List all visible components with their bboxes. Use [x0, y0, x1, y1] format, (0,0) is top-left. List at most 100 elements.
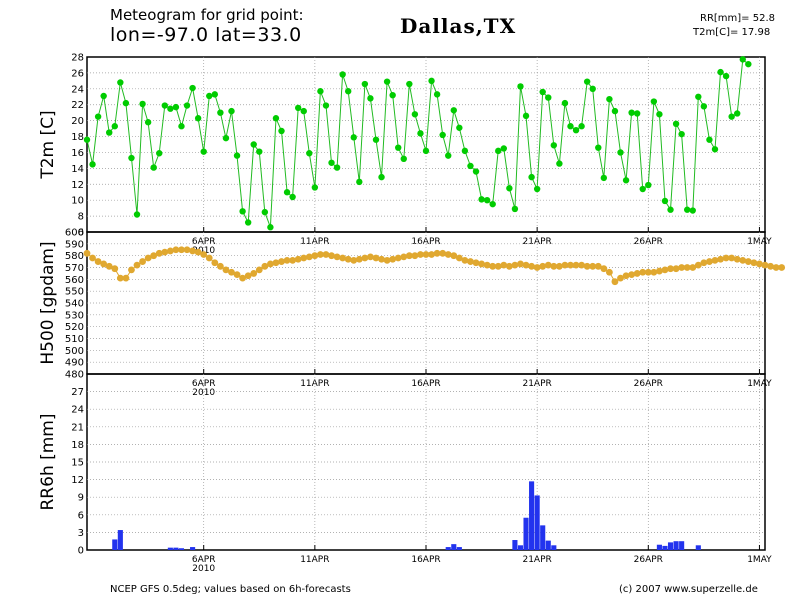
t2m-point [639, 185, 646, 193]
h500-point [505, 262, 513, 270]
h500-point [544, 261, 552, 269]
rr6h-y-tick-label: 27 [71, 387, 84, 398]
t2m-point [372, 136, 380, 143]
t2m-y-tick-label: 18 [71, 132, 84, 143]
h500-point [778, 264, 786, 271]
t2m-point [656, 111, 663, 118]
t2m-point [745, 60, 752, 68]
t2m-point [528, 173, 535, 181]
t2m-y-tick-label: 20 [71, 116, 84, 127]
h500-point [400, 253, 408, 261]
h500-point [350, 257, 358, 264]
t2m-point [500, 145, 508, 152]
h500-point [733, 255, 741, 263]
h500-point [278, 258, 285, 265]
rr6h-bar [117, 530, 123, 550]
t2m-point [589, 85, 596, 93]
t2m-y-tick-label: 22 [71, 100, 84, 111]
h500-point [89, 254, 96, 262]
t2m-point [667, 206, 674, 213]
t2m-point [250, 141, 257, 148]
rr6h-bar [167, 547, 173, 550]
h500-y-tick-label: 560 [65, 275, 84, 286]
h500-point [261, 262, 269, 270]
t2m-point [600, 174, 608, 182]
h500-point [394, 254, 402, 262]
t2m-point [278, 127, 285, 135]
t2m-point [717, 68, 724, 76]
h500-point [189, 247, 196, 255]
t2m-point [628, 109, 635, 116]
rr6h-y-tick-label: 18 [71, 440, 84, 451]
h500-point [361, 254, 369, 262]
t2m-point [156, 150, 163, 157]
t2m-point [578, 123, 585, 130]
h500-y-tick-label: 480 [65, 370, 84, 381]
t2m-y-tick-label: 28 [71, 53, 84, 64]
t2m-point [261, 208, 269, 216]
h500-point [433, 249, 441, 257]
h500-point [205, 254, 213, 262]
rr6h-bar [534, 495, 540, 550]
h500-point [194, 248, 202, 256]
t2m-point [383, 78, 391, 85]
rr6h-bar [190, 547, 196, 550]
t2m-point [706, 136, 713, 143]
h500-point [166, 247, 174, 255]
h500-point [717, 255, 724, 263]
h500-point [233, 271, 241, 278]
h500-point [111, 265, 119, 273]
h500-point [344, 255, 352, 263]
h500-point [500, 261, 508, 269]
t2m-point [172, 103, 180, 111]
t2m-point [556, 160, 563, 167]
h500-point [511, 261, 519, 269]
h500-point [644, 268, 652, 276]
t2m-point [111, 123, 118, 130]
h500-point [528, 262, 535, 270]
t2m-point [689, 207, 696, 214]
t2m-point [189, 84, 196, 92]
rr6h-axis-title: RR6h [mm] [38, 413, 58, 510]
h500-point [133, 261, 141, 269]
t2m-point [439, 131, 446, 139]
rr6h-y-tick-label: 0 [78, 546, 84, 557]
h500-y-tick-label: 580 [65, 251, 84, 262]
t2m-point [361, 80, 369, 88]
h500-point [222, 266, 230, 274]
t2m-point [294, 104, 302, 112]
t2m-point [328, 159, 335, 166]
h500-y-tick-label: 510 [65, 334, 84, 345]
t2m-point [545, 94, 552, 101]
rr6h-bar [551, 545, 557, 550]
t2m-point [734, 110, 741, 117]
t2m-point [533, 185, 541, 193]
h500-point [756, 260, 763, 268]
rr6h-y-tick-label: 21 [71, 422, 84, 433]
t2m-point [339, 71, 346, 78]
h500-point [767, 262, 774, 270]
t2m-point [606, 95, 613, 103]
h500-point [122, 274, 130, 282]
rr6h-bar [456, 547, 462, 550]
h500-point [450, 252, 458, 260]
t2m-point [311, 184, 319, 191]
t2m-point [561, 99, 569, 107]
h500-point [178, 246, 185, 254]
h500-point [656, 267, 663, 275]
t2m-point [550, 142, 558, 149]
h500-point [172, 246, 180, 254]
h500-point [628, 271, 636, 278]
t2m-point [206, 92, 213, 100]
t2m-point [133, 211, 141, 218]
t2m-point [344, 88, 352, 95]
rr6h-bar [112, 539, 118, 550]
t2m-point [194, 115, 202, 122]
rr6h-bar [529, 481, 535, 550]
t2m-y-tick-label: 12 [71, 180, 84, 191]
t2m-point [650, 98, 658, 105]
t2m-point [661, 197, 669, 205]
h500-point [722, 254, 730, 262]
h500-point [317, 251, 324, 258]
